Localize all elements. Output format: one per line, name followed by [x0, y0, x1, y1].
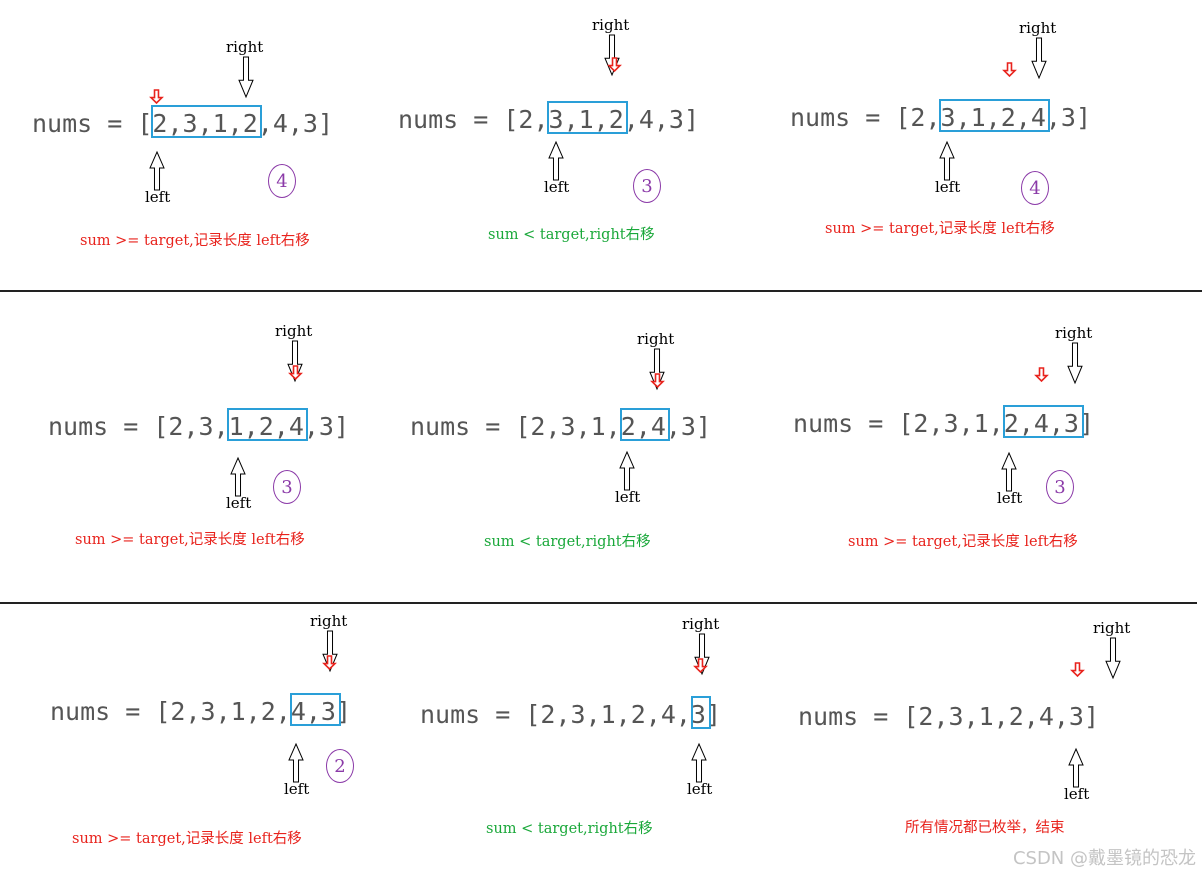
right-pointer-label: right — [637, 330, 675, 348]
right-pointer-label: right — [310, 612, 348, 630]
nums-array: nums = [2,3,1,2,4,3] — [398, 105, 700, 134]
left-pointer-label: left — [544, 178, 570, 196]
nums-array: nums = [2,3,1,2,4,3] — [410, 412, 712, 441]
right-position-marker — [692, 658, 708, 674]
nums-array: nums = [2,3,1,2,4,3] — [48, 412, 350, 441]
right-pointer-label: right — [592, 16, 630, 34]
window-highlight — [1002, 405, 1084, 438]
window-highlight — [150, 105, 262, 138]
left-pointer-arrow — [691, 742, 707, 783]
step-note: sum >= target,记录长度 left右移 — [72, 831, 302, 847]
left-pointer-label: left — [935, 178, 961, 196]
window-highlight — [290, 693, 341, 726]
window-highlight — [939, 99, 1051, 132]
row-divider-1 — [0, 290, 1202, 292]
step-note: sum >= target,记录长度 left右移 — [75, 532, 305, 548]
step-note: sum >= target,记录长度 left右移 — [80, 233, 310, 249]
left-pointer-label: left — [687, 780, 713, 798]
row-divider-2 — [0, 602, 1197, 604]
window-length-circle: 3 — [1046, 470, 1074, 504]
right-pointer-label: right — [1093, 619, 1131, 637]
step-note: sum >= target,记录长度 left右移 — [825, 221, 1055, 237]
right-position-marker — [148, 89, 164, 105]
right-pointer-label: right — [275, 322, 313, 340]
right-position-marker — [287, 365, 303, 381]
window-length-circle: 3 — [273, 470, 301, 504]
left-pointer-arrow — [548, 140, 564, 181]
window-highlight — [227, 408, 309, 441]
left-pointer-arrow — [1001, 451, 1017, 492]
window-length-circle: 2 — [326, 749, 354, 783]
nums-array: nums = [2,3,1,2,4,3] — [50, 697, 352, 726]
right-pointer-arrow — [1105, 637, 1121, 680]
nums-array: nums = [2,3,1,2,4,3] — [793, 409, 1095, 438]
right-pointer-arrow — [287, 340, 303, 383]
right-pointer-arrow — [649, 348, 665, 391]
left-pointer-label: left — [284, 780, 310, 798]
right-pointer-arrow — [238, 56, 254, 99]
right-position-marker — [1001, 62, 1017, 78]
window-length-circle: 3 — [633, 169, 661, 203]
left-pointer-label: left — [615, 488, 641, 506]
window-highlight — [547, 101, 628, 134]
right-pointer-label: right — [682, 615, 720, 633]
left-pointer-label: left — [226, 494, 252, 512]
step-note: sum < target,right右移 — [488, 227, 655, 243]
right-position-marker — [321, 655, 337, 671]
right-position-marker — [1033, 367, 1049, 383]
step-note: sum >= target,记录长度 left右移 — [848, 534, 1078, 550]
window-length-circle: 4 — [268, 164, 296, 198]
nums-array: nums = [2,3,1,2,4,3] — [420, 700, 722, 729]
left-pointer-label: left — [1064, 785, 1090, 803]
nums-array: nums = [2,3,1,2,4,3] — [798, 702, 1100, 731]
window-length-circle: 4 — [1021, 171, 1049, 205]
left-pointer-arrow — [230, 456, 246, 497]
window-highlight — [619, 408, 671, 441]
left-pointer-arrow — [149, 150, 165, 191]
right-position-marker — [1069, 662, 1085, 678]
window-highlight — [690, 696, 711, 729]
right-pointer-label: right — [1019, 19, 1057, 37]
right-pointer-arrow — [1067, 342, 1083, 385]
left-pointer-arrow — [288, 742, 304, 783]
right-pointer-label: right — [1055, 324, 1093, 342]
right-position-marker — [649, 373, 665, 389]
watermark: CSDN @戴墨镜的恐龙 — [1012, 848, 1196, 869]
right-position-marker — [606, 57, 622, 73]
step-note: 所有情况都已枚举，结束 — [905, 820, 1065, 836]
right-pointer-label: right — [226, 38, 264, 56]
left-pointer-arrow — [939, 140, 955, 181]
step-note: sum < target,right右移 — [486, 821, 653, 837]
step-note: sum < target,right右移 — [484, 534, 651, 550]
right-pointer-arrow — [1031, 37, 1047, 80]
left-pointer-arrow — [619, 450, 635, 491]
nums-array: nums = [2,3,1,2,4,3] — [790, 103, 1092, 132]
nums-array: nums = [2,3,1,2,4,3] — [32, 109, 334, 138]
left-pointer-arrow — [1068, 747, 1084, 788]
left-pointer-label: left — [145, 188, 171, 206]
left-pointer-label: left — [997, 489, 1023, 507]
